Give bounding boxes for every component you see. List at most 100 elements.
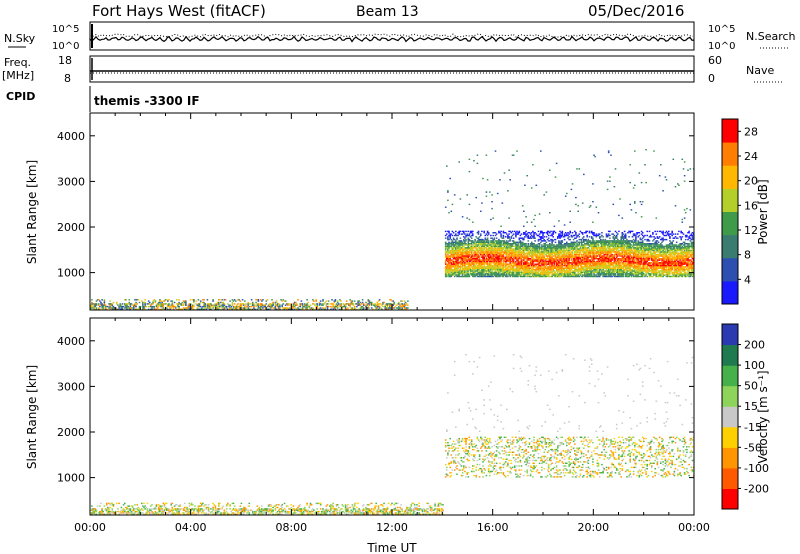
echo-cell bbox=[580, 249, 583, 252]
echo-cell bbox=[164, 299, 167, 301]
echo-cell bbox=[272, 303, 274, 305]
echo-cell bbox=[519, 260, 522, 263]
echo-cell bbox=[259, 307, 262, 309]
echo-cell bbox=[561, 263, 564, 265]
echo-cell bbox=[594, 270, 596, 272]
echo-cell bbox=[536, 259, 539, 261]
echo-cell bbox=[316, 308, 319, 310]
echo-cell bbox=[621, 262, 624, 264]
echo-cell bbox=[601, 249, 603, 252]
echo-cell bbox=[546, 263, 549, 265]
echo-cell bbox=[448, 275, 450, 278]
echo-cell bbox=[602, 270, 604, 272]
echo-cell bbox=[555, 248, 558, 250]
echo-cell bbox=[524, 255, 526, 257]
echo-cell bbox=[460, 253, 463, 256]
echo-cell bbox=[612, 274, 615, 276]
echo-cell bbox=[219, 301, 221, 304]
echo-cell bbox=[503, 251, 506, 253]
echo-cell bbox=[459, 266, 462, 268]
echo-cell bbox=[447, 249, 449, 252]
echo-cell bbox=[511, 269, 514, 271]
echo-cell bbox=[623, 249, 626, 252]
echo-cell bbox=[109, 300, 111, 302]
echo-cell bbox=[622, 247, 625, 249]
echo-cell bbox=[596, 241, 599, 243]
echo-cell bbox=[326, 307, 329, 309]
echo-cell bbox=[474, 255, 476, 257]
echo-cell bbox=[540, 269, 542, 271]
echo-cell bbox=[485, 238, 488, 241]
echo-cell bbox=[492, 252, 494, 254]
echo-cell bbox=[623, 269, 626, 271]
echo-cell bbox=[270, 303, 272, 305]
echo-cell bbox=[353, 305, 356, 308]
echo-cell bbox=[486, 253, 489, 256]
echo-cell bbox=[623, 266, 626, 268]
echo-cell bbox=[547, 244, 550, 246]
echo-cell bbox=[398, 301, 400, 304]
echo-cell bbox=[510, 256, 513, 258]
echo-cell bbox=[446, 243, 448, 245]
echo-cell bbox=[513, 249, 516, 252]
echo-cell bbox=[620, 238, 622, 241]
echo-cell bbox=[515, 241, 517, 243]
echo-cell bbox=[446, 274, 448, 276]
echo-cell bbox=[496, 259, 499, 261]
echo-cell bbox=[506, 243, 508, 245]
echo-cell bbox=[602, 255, 604, 257]
echo-cell bbox=[611, 245, 613, 248]
echo-cell bbox=[477, 251, 480, 253]
echo-cell bbox=[318, 301, 321, 304]
echo-cell bbox=[446, 259, 448, 261]
echo-cell bbox=[401, 305, 403, 308]
echo-cell bbox=[515, 236, 517, 238]
echo-cell bbox=[621, 249, 624, 252]
echo-cell bbox=[491, 237, 493, 239]
echo-cell bbox=[606, 240, 609, 242]
echo-cell bbox=[510, 253, 513, 256]
echo-cell bbox=[516, 269, 518, 271]
echo-cell bbox=[461, 267, 464, 269]
echo-cell bbox=[510, 255, 513, 257]
echo-cell bbox=[574, 230, 576, 233]
echo-cell bbox=[453, 249, 456, 252]
echo-cell bbox=[459, 275, 462, 278]
echo-cell bbox=[460, 258, 463, 260]
echo-cell bbox=[400, 300, 402, 302]
echo-cell bbox=[535, 244, 538, 246]
echo-cell bbox=[525, 252, 527, 254]
echo-cell bbox=[229, 304, 231, 306]
echo-cell bbox=[495, 266, 498, 268]
echo-cell bbox=[472, 248, 474, 250]
echo-cell bbox=[613, 249, 616, 252]
echo-cell bbox=[461, 245, 464, 248]
echo-cell bbox=[496, 260, 499, 263]
echo-cell bbox=[447, 230, 449, 233]
echo-cell bbox=[500, 273, 502, 275]
echo-cell bbox=[451, 260, 454, 263]
echo-cell bbox=[558, 244, 560, 246]
echo-cell bbox=[491, 267, 493, 269]
echo-cell bbox=[618, 262, 620, 264]
echo-cell bbox=[570, 243, 573, 245]
echo-cell bbox=[510, 271, 513, 274]
echo-cell bbox=[517, 273, 519, 275]
echo-cell bbox=[461, 260, 464, 263]
echo-cell bbox=[447, 256, 449, 258]
echo-cell bbox=[568, 258, 570, 260]
echo-cell bbox=[594, 244, 596, 246]
echo-cell bbox=[389, 299, 391, 301]
echo-cell bbox=[485, 251, 488, 253]
echo-cell bbox=[552, 273, 554, 275]
echo-cell bbox=[516, 264, 518, 267]
echo-cell bbox=[101, 299, 103, 301]
echo-cell bbox=[185, 300, 187, 302]
echo-cell bbox=[181, 301, 184, 304]
echo-cell bbox=[583, 271, 585, 274]
echo-cell bbox=[559, 266, 561, 268]
echo-cell bbox=[459, 273, 462, 275]
echo-cell bbox=[451, 263, 454, 265]
echo-cell bbox=[563, 247, 566, 249]
echo-cell bbox=[504, 245, 507, 248]
